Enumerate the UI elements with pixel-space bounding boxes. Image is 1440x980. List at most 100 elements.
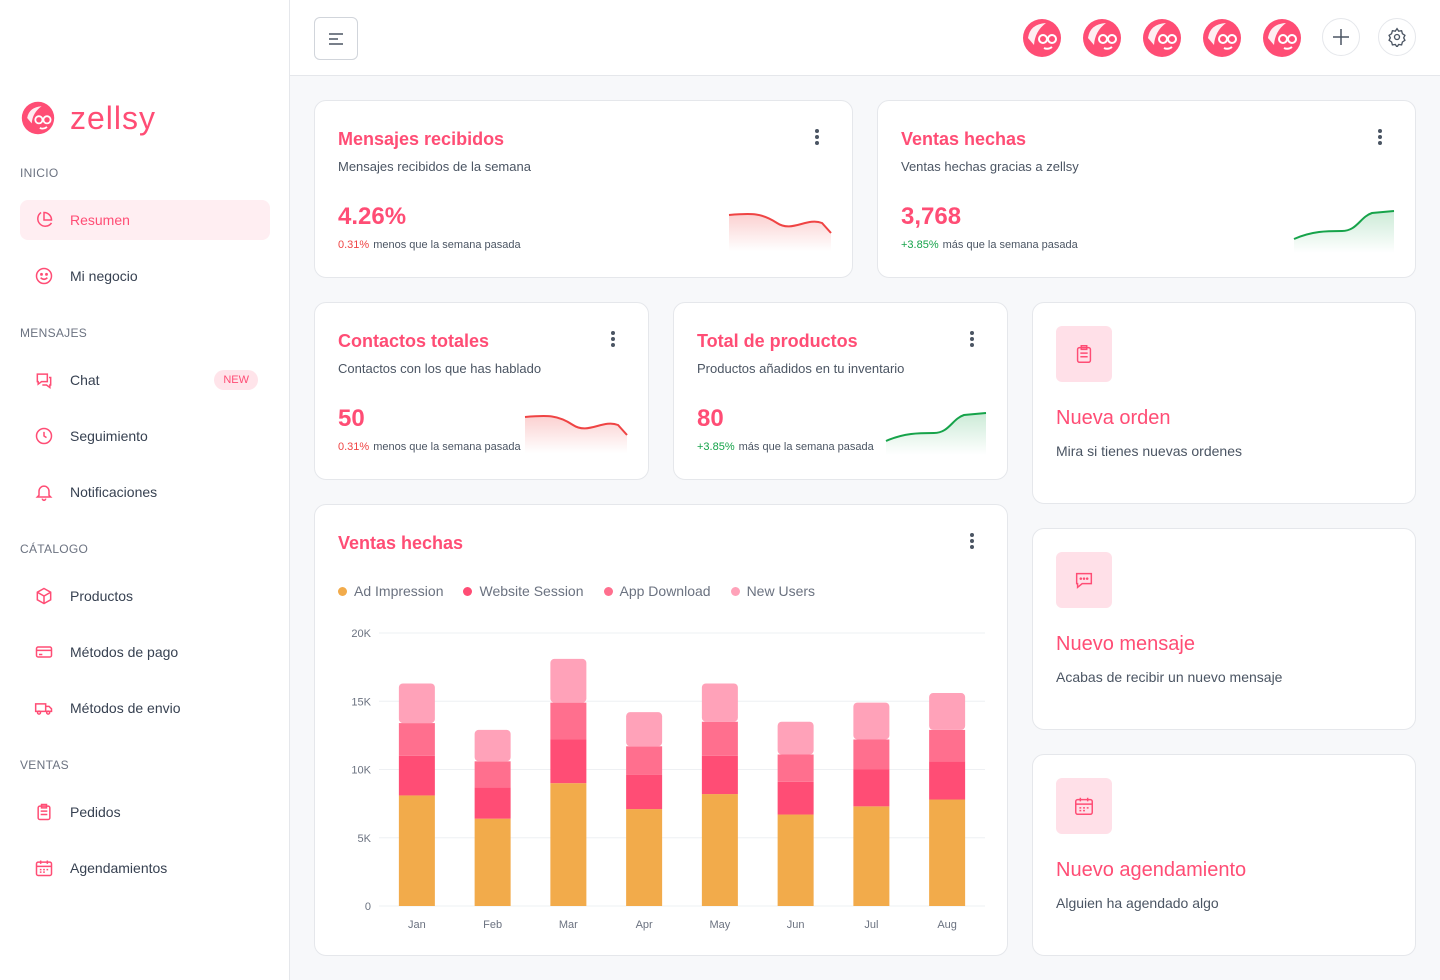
action-card-nuevo-agendamiento[interactable]: Nuevo agendamiento Alguien ha agendado a… [1032,754,1416,956]
legend-item[interactable]: New Users [730,583,816,599]
card-subtitle: Ventas hechas gracias a zellsy [901,159,1079,174]
clipboard-icon [37,803,51,821]
gear-icon [1388,27,1406,47]
bar-segment [929,729,966,762]
card-title: Total de productos [697,331,858,351]
user-avatar[interactable] [1142,18,1182,58]
bar-stack-aug [929,693,966,906]
sidebar-item-resumen[interactable]: Resumen [20,200,270,240]
y-tick-label: 5K [358,833,372,845]
action-subtitle: Alguien ha agendado algo [1056,895,1219,911]
add-button[interactable] [1322,18,1360,56]
bar-stack-jun [777,721,814,906]
sidebar-item-metodos-de-pago[interactable]: Métodos de pago [20,632,270,672]
action-card-nuevo-mensaje[interactable]: Nuevo mensaje Acabas de recibir un nuevo… [1032,528,1416,730]
bell-icon [35,485,53,502]
bar-segment [853,702,890,740]
legend-label: Website Session [479,583,584,599]
card-subtitle: Contactos con los que has hablado [338,361,542,376]
sidebar-item-notificaciones[interactable]: Notificaciones [20,472,270,512]
card-value: 4.26% [338,203,407,230]
user-avatar[interactable] [1262,18,1302,58]
brand-logo[interactable]: zellsy [20,100,156,136]
bar-stack-jul [853,702,890,906]
bar-stack-may [701,683,738,906]
more-options-icon[interactable] [967,329,977,349]
section-label-ventas: VENTAS [20,758,69,772]
user-avatar[interactable] [1082,18,1122,58]
chart-legend: Ad Impression Website Session App Download… [338,583,815,599]
sidebar-item-label: Chat [70,372,100,388]
clock-icon [35,427,53,445]
sidebar-item-label: Métodos de envio [70,700,181,716]
more-options-icon[interactable] [967,531,977,551]
user-avatar[interactable] [1022,18,1062,58]
legend-dot [603,586,613,596]
calendar-icon [1075,797,1093,815]
bar-segment [550,702,587,740]
action-card-nueva-orden[interactable]: Nueva orden Mira si tienes nuevas ordene… [1032,302,1416,504]
legend-label: App Download [619,583,711,599]
delta-value: 0.31% [338,239,370,251]
delta-value: +3.85% [901,239,939,251]
user-avatar[interactable] [1202,18,1242,58]
y-tick-label: 20K [351,628,371,640]
sidebar-item-label: Pedidos [70,804,121,820]
action-icon-box [1056,326,1112,382]
bar-segment [474,729,511,762]
legend-dot [730,586,740,596]
bar-stack-feb [474,729,511,906]
more-options-icon[interactable] [1375,127,1385,147]
action-title: Nuevo mensaje [1056,633,1195,655]
x-tick-label: Apr [636,919,653,931]
delta-value: +3.85% [697,441,735,453]
plus-icon [1333,29,1349,45]
bar-segment [398,683,435,724]
bar-segment [777,721,814,755]
smile-icon [35,267,53,285]
avatar-icon [1083,19,1121,57]
more-options-icon[interactable] [812,127,822,147]
chart-card-ventas-hechas: Ventas hechas Ad Impression Website Sessi… [314,504,1008,956]
bar-segment [701,721,738,756]
legend-label: New Users [746,583,816,599]
sidebar-item-agendamientos[interactable]: Agendamientos [20,848,270,888]
menu-toggle-button[interactable] [314,17,358,60]
sidebar-item-mi-negocio[interactable]: Mi negocio [20,256,270,296]
card-value: 80 [697,405,724,432]
sidebar: zellsy INICIO Resumen Mi negocio MENSAJE… [0,0,290,980]
delta-text: más que la semana pasada [942,239,1078,251]
bar-segment [853,806,890,906]
sidebar-item-chat[interactable]: Chat NEW [20,360,270,400]
bar-segment [777,814,814,906]
card-delta: +3.85% más que la semana pasada [697,441,874,453]
bar-segment [550,658,587,703]
legend-dot [463,586,473,596]
legend-item[interactable]: Website Session [463,583,584,599]
legend-label: Ad Impression [354,583,444,599]
credit-card-icon [35,646,53,658]
x-tick-label: Feb [483,919,502,931]
top-header [290,0,1440,76]
avatar-icon [1023,19,1061,57]
truck-icon [34,703,53,715]
sidebar-item-productos[interactable]: Productos [20,576,270,616]
more-options-icon[interactable] [608,329,618,349]
section-label-catalogo: CÁTALOGO [20,542,89,556]
card-title: Mensajes recibidos [338,129,505,149]
bar-segment [929,799,966,906]
legend-item[interactable]: App Download [603,583,711,599]
settings-button[interactable] [1378,18,1416,56]
bar-segment [777,781,814,815]
stat-card-total-de-productos: Total de productos Productos añadidos en… [673,302,1008,480]
sidebar-item-pedidos[interactable]: Pedidos [20,792,270,832]
sidebar-item-metodos-de-envio[interactable]: Métodos de envio [20,688,270,728]
sparkline-up [885,412,987,455]
new-badge: NEW [214,370,258,390]
sidebar-item-label: Notificaciones [70,484,158,500]
message-icon [1075,572,1093,589]
legend-item[interactable]: Ad Impression [338,583,443,599]
brand-mascot-icon [21,101,55,135]
sidebar-item-seguimiento[interactable]: Seguimiento [20,416,270,456]
card-value: 50 [338,405,365,432]
